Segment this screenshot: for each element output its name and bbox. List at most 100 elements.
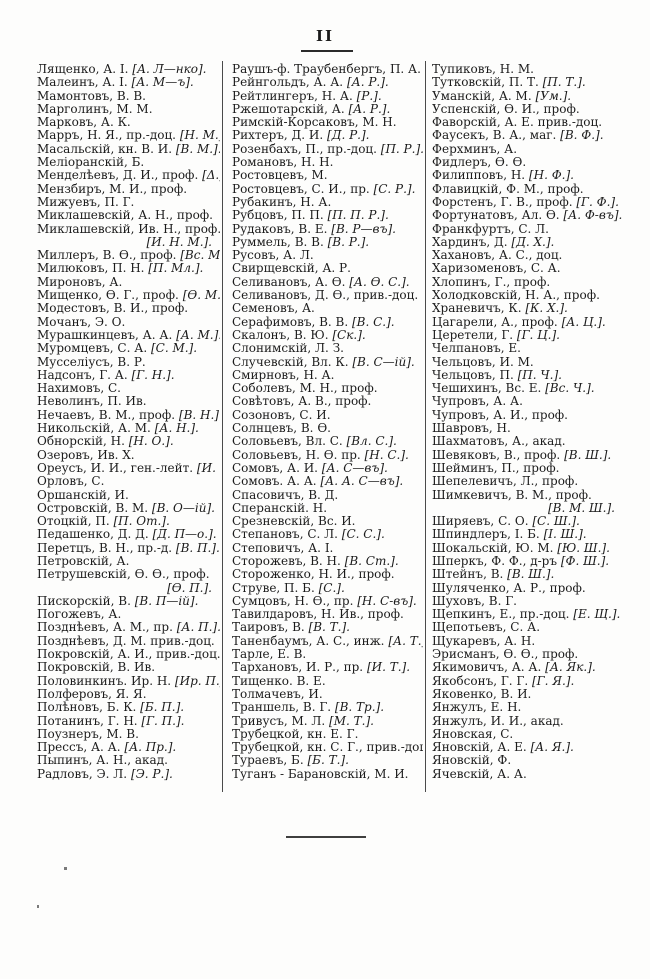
list-item: Ячевскій, А. А. <box>432 767 623 781</box>
entry-pseudonym: [Ск.]. <box>332 327 366 342</box>
entry-name: Харизоменовъ, С. А. <box>432 261 561 276</box>
entry-name: Шепелевичъ, Л., проф. <box>432 474 579 489</box>
entry-name: Рихтеръ, Д. И. <box>232 128 328 143</box>
entry-name: Шокальскій, Ю. М. <box>432 540 558 555</box>
list-item: Руммель, В. В. [В. Р.]. <box>232 234 423 249</box>
entry-name: Чупровъ, А. А. <box>432 394 523 409</box>
entry-name: Фортунатовъ, Ал. Ѳ. <box>432 208 564 223</box>
list-item: Филипповъ, Н. [Н. Ф.]. <box>432 169 623 182</box>
list-item: Чешихинъ, Вс. Е. [Вс. Ч.]. <box>432 381 623 395</box>
list-item: Романовъ, Н. Н. <box>232 155 423 170</box>
entry-pseudonym: [Вс. М.]. <box>180 248 220 263</box>
entry-name: Рейнгольдъ, А. А. <box>232 75 347 90</box>
entry-name: Цагарели, А., проф. <box>432 314 562 329</box>
list-item: Шимкевичъ, В. М., проф. <box>432 488 623 502</box>
entry-pseudonym: [В. Ф.]. <box>560 128 604 143</box>
list-item: Сторожевъ, В. Н. [В. Ст.]. <box>232 554 423 568</box>
list-item: Озеровъ, Ив. Х. <box>37 448 220 462</box>
name-column-2: Раушъ-ф. Траубенбергъ, П. А. Рейнгольдъ, … <box>232 63 423 785</box>
entry-name: Малеинъ, А. І. <box>37 75 132 90</box>
list-item: Розенбахъ, П., пр.-доц. [П. Р.]. <box>232 142 423 156</box>
entry-name: Форстенъ, Г. В., проф. <box>432 194 577 209</box>
list-item: Неволинъ, П. Ив. <box>37 395 220 408</box>
entry-pseudonym: [В. Р.]. <box>327 234 370 249</box>
list-item: Хахановъ, А. С., доц. <box>432 249 623 262</box>
list-item: Масальскій, кн. В. И. [В. М.]. <box>37 142 220 156</box>
entry-name: Франкфуртъ, С. Л. <box>432 221 549 236</box>
entry-name: Ростовцевъ, С. И., пр. <box>232 181 374 196</box>
entry-name: Шперкъ, Ф. Ф., д-ръ <box>432 553 561 568</box>
list-item: Свирщевскій, А. Р. <box>232 262 423 275</box>
entry-name: Русовъ, А. Л. <box>232 248 314 263</box>
entry-name: Романовъ, Н. Н. <box>232 155 334 170</box>
entry-name: Ростовцевъ, М. <box>232 168 328 183</box>
entry-pseudonym: [В. М. Ш.]. <box>547 500 615 515</box>
list-item: Случевскій, Вл. К. [В. С—ій]. <box>232 355 423 369</box>
entry-name: Хахановъ, А. С., доц. <box>432 248 563 263</box>
list-item: Соловьевъ, Н. Ѳ. пр. [Н. С.]. <box>232 448 423 462</box>
entry-name: Тархановъ, И. Р., пр. <box>232 660 367 675</box>
list-item: Шепелевичъ, Л., проф. <box>432 475 623 488</box>
entry-name: Педашенко, Д. Д. <box>37 527 153 542</box>
list-item: Полферовъ, Я. Я. <box>37 687 220 701</box>
list-item: Надсонъ, Г. А. [Г. Н.]. <box>37 368 220 382</box>
scan-speck <box>64 867 67 870</box>
entry-name: Церетели, Г. <box>432 327 517 342</box>
entry-pseudonym: [Вл. С.]. <box>346 434 397 449</box>
list-item: Половинкинъ. Ир. Н. [Ир. П.]. <box>37 674 220 688</box>
list-item: Позднѣевъ, Д. М. прив.-доц. <box>37 634 220 648</box>
footer-rule <box>286 836 366 838</box>
list-item: Спасовичъ, В. Д. <box>232 488 423 502</box>
entry-name: Трубецкой, кн. С. Г., прив.-доц. <box>232 740 423 755</box>
entry-name: Фидлеръ, Ѳ. Ѳ. <box>432 155 527 170</box>
list-item: Петрушевскій, Ѳ. Ѳ., проф. <box>37 568 220 581</box>
list-item: Яновскій, А. Е. [А. Я.]. <box>432 740 623 754</box>
entry-name: Радловъ, Э. Л. <box>37 766 131 781</box>
entry-pseudonym: [Н. С-въ]. <box>357 593 417 608</box>
entry-pseudonym: [И. О.]. <box>196 460 220 475</box>
list-item: Траншель, В. Г. [В. Тр.]. <box>232 701 423 714</box>
entry-pseudonym: [А. Л—нко]. <box>132 63 207 76</box>
entry-name: Яновская, С. <box>432 726 514 741</box>
entry-pseudonym: [С. С.]. <box>341 527 385 542</box>
list-item: Эрисманъ, Ѳ. Ѳ., проф. <box>432 647 623 661</box>
entry-name: Сперанскій. Н. <box>232 500 328 515</box>
entry-name: Скалонъ, В. Ю. <box>232 327 333 342</box>
entry-pseudonym: [А. Як.]. <box>545 660 596 675</box>
entry-name: Погожевъ, А. <box>37 607 122 622</box>
list-item: Педашенко, Д. Д. [Д. П—о.]. <box>37 528 220 541</box>
entry-name: Шавровъ, Н. <box>432 421 511 436</box>
list-item: Чупровъ, А. А. <box>432 395 623 408</box>
entry-pseudonym: [Р.]. <box>356 88 382 103</box>
entry-pseudonym: [А. П.]. <box>176 620 220 635</box>
entry-name: Мироновъ, А. <box>37 274 123 289</box>
entry-name: Чельцовъ, П. <box>432 367 518 382</box>
entry-pseudonym: [Н. О.]. <box>128 434 174 449</box>
list-item: Пискорскій, В. [В. П—ій]. <box>37 594 220 608</box>
entry-name: Созоновъ, С. И. <box>232 407 331 422</box>
list-item: Модестовъ, В. И., проф. <box>37 302 220 315</box>
entry-name: Позднѣевъ, А. М., пр. <box>37 620 177 635</box>
entry-name: Ширяевъ, С. О. <box>432 514 533 529</box>
entry-name: Шуляченко, А. Р., проф. <box>432 580 586 595</box>
list-item: Сумцовъ, Н. Ѳ., пр. [Н. С-въ]. <box>232 593 423 608</box>
entry-name: Руммель, В. В. <box>232 234 328 249</box>
entry-name: Холодковскій, Н. А., проф. <box>432 288 600 303</box>
entry-name: Солнцевъ, В. Ѳ. <box>232 421 331 436</box>
list-item: Мижуевъ, П. Г. <box>37 195 220 209</box>
list-item: Марковъ, А. К. <box>37 116 220 129</box>
list-item: Солнцевъ, В. Ѳ. <box>232 421 423 436</box>
entry-name: Тупиковъ, Н. М. <box>432 63 534 76</box>
list-item: Мамонтовъ, В. В. <box>37 89 220 103</box>
list-item: Щепотьевъ, С. А. <box>432 621 623 634</box>
entry-name: Яковенко, В. И. <box>432 686 532 701</box>
list-item: Рубакинъ, Н. А. <box>232 195 423 209</box>
entry-name: Покровскій, А. И., прив.-доц. <box>37 647 220 662</box>
entry-pseudonym: [Б. Т.]. <box>307 753 349 768</box>
entry-name: Тривусъ, М. Л. <box>232 713 330 728</box>
entry-name: Уманскій, А. М. <box>432 88 536 103</box>
list-item: Янжулъ, Е. Н. <box>432 701 623 714</box>
entry-name: Флавицкій, Ф. М., проф. <box>432 181 584 196</box>
entry-name: Степовичъ, А. І. <box>232 540 334 555</box>
entry-name: Селивановъ, А. Ѳ. <box>232 274 350 289</box>
